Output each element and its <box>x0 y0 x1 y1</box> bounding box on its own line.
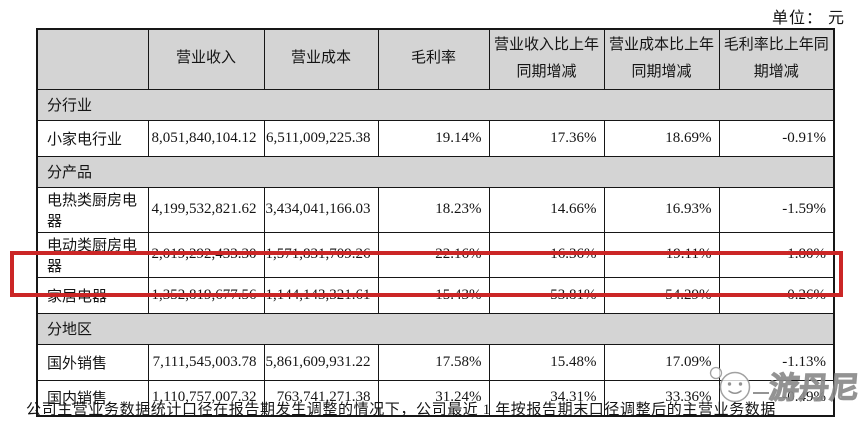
cell-cost-yoy: 17.09% <box>603 343 720 381</box>
cell-gross-margin: 19.14% <box>377 119 490 157</box>
section-row-by-industry: 分行业 <box>36 88 835 121</box>
table-header-row: 营业收入 营业成本 毛利率 营业收入比上年同期增减 营业成本比上年同期增减 毛利… <box>36 28 835 90</box>
cell-revenue-yoy: 17.36% <box>488 119 605 157</box>
cell-gross-margin: 22.16% <box>377 231 490 278</box>
cell-cost: 3,434,041,166.03 <box>263 186 379 233</box>
section-row-by-product: 分产品 <box>36 155 835 188</box>
table-row-overseas-sales: 国外销售 7,111,545,003.78 5,861,609,931.22 1… <box>36 343 835 381</box>
col-header-gross-margin: 毛利率 <box>377 28 490 90</box>
cell-revenue: 2,019,292,433.30 <box>147 231 265 278</box>
cell-cost-yoy: 16.93% <box>603 186 720 233</box>
cell-revenue: 4,199,532,821.62 <box>147 186 265 233</box>
col-header-revenue-yoy: 营业收入比上年同期增减 <box>488 28 605 90</box>
cell-margin-yoy: -1.80% <box>718 231 835 278</box>
section-label: 分行业 <box>36 88 835 121</box>
section-label: 分地区 <box>36 312 835 345</box>
cell-cost: 1,571,831,709.26 <box>263 231 379 278</box>
col-header-blank <box>36 28 149 90</box>
unit-label: 单位： 元 <box>771 10 845 27</box>
cell-cost: 5,861,609,931.22 <box>263 343 379 381</box>
row-label: 小家电行业 <box>36 119 149 157</box>
cell-revenue-yoy: 53.81% <box>488 276 605 314</box>
cell-gross-margin: 15.43% <box>377 276 490 314</box>
cell-revenue-yoy: 14.66% <box>488 186 605 233</box>
table-row-electric-heating-kitchen: 电热类厨房电器 4,199,532,821.62 3,434,041,166.0… <box>36 186 835 233</box>
cell-cost: 763,741,271.38 <box>263 379 379 417</box>
cell-revenue: 8,051,840,104.12 <box>147 119 265 157</box>
cell-revenue-yoy: 34.31% <box>488 379 605 417</box>
cell-revenue-yoy: 16.36% <box>488 231 605 278</box>
table-row-small-appliance: 小家电行业 8,051,840,104.12 6,511,009,225.38 … <box>36 119 835 157</box>
cell-margin-yoy: -0.91% <box>718 119 835 157</box>
col-header-cost-yoy: 营业成本比上年同期增减 <box>603 28 720 90</box>
cell-cost: 6,511,009,225.38 <box>263 119 379 157</box>
table-row-electric-motor-kitchen: 电动类厨房电器 2,019,292,433.30 1,571,831,709.2… <box>36 231 835 278</box>
row-label: 国内销售 <box>36 379 149 417</box>
row-label: 电热类厨房电器 <box>36 186 149 233</box>
cell-margin-yoy: -0.26% <box>718 276 835 314</box>
cell-gross-margin: 18.23% <box>377 186 490 233</box>
cell-cost-yoy: 18.69% <box>603 119 720 157</box>
cell-cost-yoy: 54.29% <box>603 276 720 314</box>
cell-revenue-yoy: 15.48% <box>488 343 605 381</box>
table-row-domestic-sales: 国内销售 1,110,757,007.32 763,741,271.38 31.… <box>36 379 835 417</box>
footnote-text: 公司主营业务数据统计口径在报告期发生调整的情况下，公司最近 1 年按报告期末口径… <box>26 402 777 418</box>
col-header-revenue: 营业收入 <box>147 28 265 90</box>
main-business-table: 营业收入 营业成本 毛利率 营业收入比上年同期增减 营业成本比上年同期增减 毛利… <box>36 28 835 417</box>
cell-revenue: 7,111,545,003.78 <box>147 343 265 381</box>
cell-revenue: 1,110,757,007.32 <box>147 379 265 417</box>
col-header-margin-yoy: 毛利率比上年同期增减 <box>718 28 835 90</box>
section-label: 分产品 <box>36 155 835 188</box>
col-header-cost: 营业成本 <box>263 28 379 90</box>
cell-gross-margin: 17.58% <box>377 343 490 381</box>
row-label: 家居电器 <box>36 276 149 314</box>
watermark-text: 游丹尼 <box>767 371 861 405</box>
watermark: 游丹尼 <box>705 360 861 411</box>
section-row-by-region: 分地区 <box>36 312 835 345</box>
cartoon-face-icon <box>705 360 757 411</box>
cell-cost-yoy: 33.36% <box>603 379 720 417</box>
table-row-household-appliance-highlighted: 家居电器 1,352,819,677.56 1,144,143,321.61 1… <box>36 276 835 314</box>
row-label: 国外销售 <box>36 343 149 381</box>
watermark-dash <box>753 391 769 394</box>
cell-gross-margin: 31.24% <box>377 379 490 417</box>
cell-margin-yoy: -1.59% <box>718 186 835 233</box>
cell-revenue: 1,352,819,677.56 <box>147 276 265 314</box>
cell-cost: 1,144,143,321.61 <box>263 276 379 314</box>
cell-cost-yoy: 19.11% <box>603 231 720 278</box>
row-label: 电动类厨房电器 <box>36 231 149 278</box>
